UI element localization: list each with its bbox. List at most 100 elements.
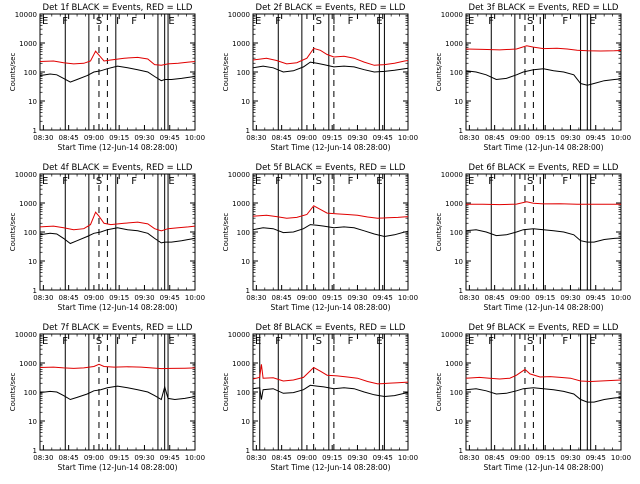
y-axis-label: Counts/sec <box>222 53 230 92</box>
plot-frame <box>39 173 196 291</box>
y-tick-label: 100 <box>237 229 250 237</box>
panel-det-2: Det 2f BLACK = Events, RED = LLD 1 10 100 10… <box>222 3 418 152</box>
series-line-lld-red <box>465 45 622 52</box>
phase-label: E <box>255 176 261 187</box>
series-line-lld-red <box>252 205 409 219</box>
x-tick-label: 09:15 <box>322 294 342 302</box>
x-tick-label: 09:45 <box>373 454 393 462</box>
y-axis-label: Counts/sec <box>9 213 17 252</box>
x-tick-label: 09:15 <box>109 294 129 302</box>
x-tick-label: 10:00 <box>611 294 631 302</box>
x-tick-label: 10:00 <box>398 294 418 302</box>
series-line-events-black <box>465 68 622 86</box>
panel-title: Det 1f BLACK = Events, RED = LLD <box>43 3 193 13</box>
panel-det-8: Det 8f BLACK = Events, RED = LLD 1 10 100 10… <box>222 323 418 472</box>
series-line-events-black <box>465 387 622 403</box>
phase-label: S <box>527 176 533 187</box>
x-axis-label: Start Time (12-Jun-14 08:28:00) <box>58 303 178 312</box>
panel-det-4: Det 4f BLACK = Events, RED = LLD 1 10 100 10… <box>9 163 205 312</box>
y-tick-label: 10000 <box>15 11 37 19</box>
x-axis-label: Start Time (12-Jun-14 08:28:00) <box>271 143 391 152</box>
phase-label: I <box>116 176 119 187</box>
y-tick-label: 10 <box>241 418 250 426</box>
y-tick-label: 1000 <box>19 200 37 208</box>
phase-label: F <box>348 176 354 187</box>
panel-det-6: Det 6f BLACK = Events, RED = LLD 1 10 100 10… <box>435 163 631 312</box>
series-line-events-black <box>252 61 409 73</box>
phase-label: I <box>539 176 542 187</box>
y-tick-label: 10000 <box>228 171 250 179</box>
phase-label: F <box>562 176 568 187</box>
y-tick-label: 10000 <box>15 331 37 339</box>
phase-label: F <box>131 16 137 27</box>
phase-label: E <box>589 16 595 27</box>
phase-label: E <box>42 176 48 187</box>
x-tick-label: 08:45 <box>272 294 292 302</box>
x-tick-label: 08:45 <box>485 454 505 462</box>
phase-label: E <box>589 176 595 187</box>
x-tick-label: 09:00 <box>510 454 530 462</box>
series-line-events-black <box>39 385 196 401</box>
x-axis-label: Start Time (12-Jun-14 08:28:00) <box>271 463 391 472</box>
x-tick-label: 09:45 <box>586 454 606 462</box>
x-tick-label: 09:15 <box>109 454 129 462</box>
panel-det-9: Det 9f BLACK = Events, RED = LLD 1 10 100 10… <box>435 323 631 472</box>
x-tick-label: 10:00 <box>398 454 418 462</box>
x-tick-label: 09:00 <box>297 134 317 142</box>
phase-label: F <box>562 336 568 347</box>
phase-label: E <box>168 16 174 27</box>
y-tick-label: 1000 <box>19 360 37 368</box>
x-tick-label: 09:45 <box>586 134 606 142</box>
panel-det-7: Det 7f BLACK = Events, RED = LLD 1 10 100 10… <box>9 323 205 472</box>
x-tick-label: 09:30 <box>134 294 154 302</box>
y-tick-label: 10000 <box>228 331 250 339</box>
panel-det-3: Det 3f BLACK = Events, RED = LLD 1 10 100 10… <box>435 3 631 152</box>
phase-label: F <box>275 336 281 347</box>
phase-label: S <box>527 16 533 27</box>
phase-label: E <box>168 176 174 187</box>
y-axis-label: Counts/sec <box>435 53 443 92</box>
y-axis-label: Counts/sec <box>9 373 17 412</box>
y-tick-label: 10000 <box>441 11 463 19</box>
phase-label: F <box>562 16 568 27</box>
x-tick-label: 10:00 <box>185 294 205 302</box>
x-axis-label: Start Time (12-Jun-14 08:28:00) <box>271 303 391 312</box>
x-tick-label: 08:30 <box>33 454 53 462</box>
x-tick-label: 08:30 <box>459 454 479 462</box>
phase-label: S <box>316 16 322 27</box>
plot-frame <box>39 333 196 451</box>
x-tick-label: 09:15 <box>535 134 555 142</box>
x-axis-label: Start Time (12-Jun-14 08:28:00) <box>484 143 604 152</box>
y-tick-label: 10 <box>28 98 37 106</box>
panel-title: Det 9f BLACK = Events, RED = LLD <box>469 323 619 333</box>
x-tick-label: 10:00 <box>185 454 205 462</box>
y-tick-label: 1 <box>33 287 37 295</box>
x-tick-label: 08:30 <box>459 134 479 142</box>
phase-label: I <box>539 16 542 27</box>
x-tick-label: 09:00 <box>297 294 317 302</box>
phase-label: S <box>96 16 102 27</box>
y-tick-label: 1 <box>33 447 37 455</box>
panel-det-1: Det 1f BLACK = Events, RED = LLD 1 10 100 10… <box>9 3 205 152</box>
x-tick-label: 08:30 <box>246 134 266 142</box>
x-tick-label: 10:00 <box>398 134 418 142</box>
x-tick-label: 09:45 <box>373 134 393 142</box>
series-line-lld-red <box>465 368 622 383</box>
x-tick-label: 09:15 <box>322 134 342 142</box>
x-tick-label: 10:00 <box>185 134 205 142</box>
x-tick-label: 10:00 <box>611 454 631 462</box>
y-tick-label: 100 <box>24 69 37 77</box>
y-tick-label: 100 <box>237 69 250 77</box>
y-tick-label: 1 <box>246 287 250 295</box>
phase-label: I <box>539 336 542 347</box>
y-tick-label: 10 <box>454 258 463 266</box>
y-tick-label: 1000 <box>445 200 463 208</box>
phase-label: S <box>316 176 322 187</box>
x-axis-label: Start Time (12-Jun-14 08:28:00) <box>58 143 178 152</box>
y-tick-label: 1000 <box>445 360 463 368</box>
phase-label: F <box>131 176 137 187</box>
phase-label: E <box>42 336 48 347</box>
x-tick-label: 08:45 <box>485 294 505 302</box>
x-tick-label: 08:30 <box>246 294 266 302</box>
phase-label: F <box>488 16 494 27</box>
